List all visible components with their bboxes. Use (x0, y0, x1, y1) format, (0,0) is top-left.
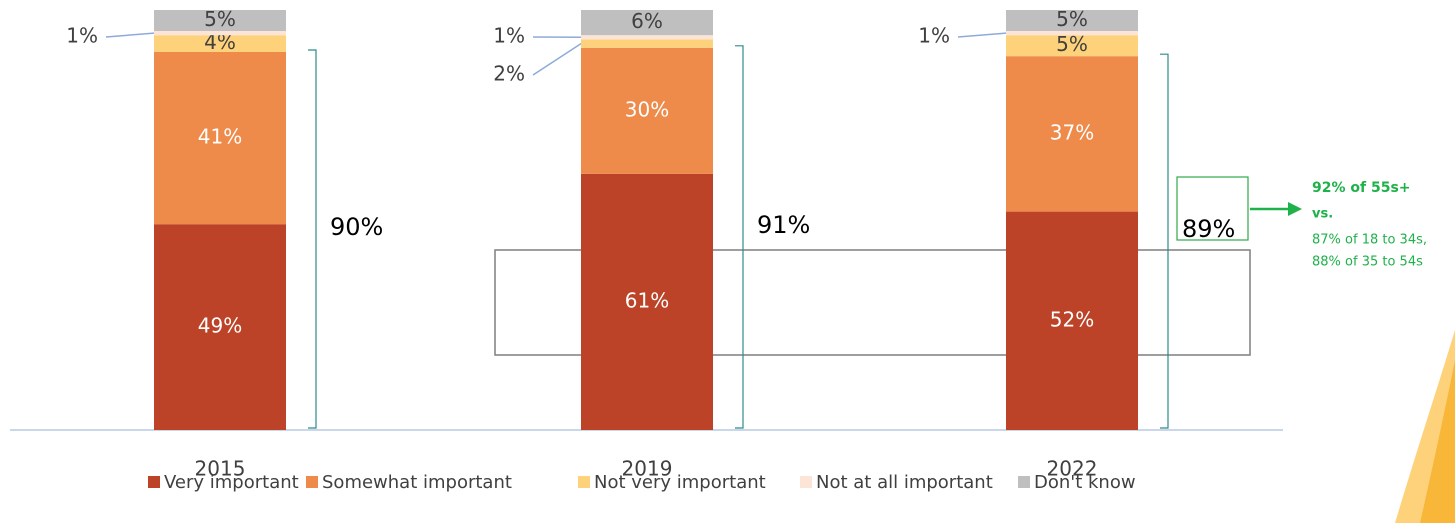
x-tick-label: 2015 (195, 457, 246, 481)
bar-segment (154, 10, 286, 31)
bar-segment (154, 31, 286, 36)
legend-swatch (800, 476, 812, 488)
callout-headline: 92% of 55s+ (1312, 180, 1411, 196)
callout-box (1176, 176, 1249, 241)
data-label: 41% (198, 125, 242, 149)
callout-arrow-head (1288, 202, 1302, 216)
data-label: 1% (918, 24, 950, 48)
data-label: 6% (631, 9, 663, 33)
leader-line (957, 32, 1007, 38)
bar-segment (1006, 10, 1138, 31)
bracket (1160, 53, 1169, 429)
leader-line (532, 42, 582, 76)
legend-label: Not at all important (816, 472, 993, 493)
data-label: 37% (1050, 120, 1094, 144)
legend-label: Very important (164, 472, 299, 493)
legend-swatch (148, 476, 160, 488)
bar-segment (154, 35, 286, 52)
bracket (735, 45, 744, 429)
legend-swatch (1018, 476, 1030, 488)
legend-swatch (306, 476, 318, 488)
data-label: 5% (1056, 7, 1088, 31)
legend-label: Don't know (1034, 472, 1136, 493)
callout-vs: vs. (1312, 207, 1333, 222)
bracket-label: 90% (330, 213, 383, 241)
bracket-label: 91% (757, 211, 810, 239)
data-label: 2% (493, 62, 525, 86)
bar-segment (581, 39, 713, 48)
bar-segment (154, 224, 286, 430)
bracket-label: 89% (1182, 215, 1235, 243)
data-label: 61% (625, 288, 669, 312)
legend-label: Somewhat important (322, 472, 512, 493)
data-label: 1% (66, 24, 98, 48)
data-label: 5% (204, 7, 236, 31)
callout-line: 87% of 18 to 34s, (1312, 233, 1427, 248)
bar-segment (581, 47, 713, 174)
x-tick-label: 2019 (622, 457, 673, 481)
bar-segment (1006, 31, 1138, 36)
legend-swatch (578, 476, 590, 488)
data-label: 49% (198, 314, 242, 338)
bracket (308, 49, 317, 429)
highlight-box (494, 249, 1251, 356)
x-tick-label: 2022 (1047, 457, 1098, 481)
data-label: 5% (1056, 32, 1088, 56)
bar-segment (1006, 56, 1138, 212)
leader-line (105, 32, 155, 38)
bar-segment (1006, 211, 1138, 430)
legend-label: Not very important (594, 472, 766, 493)
data-label: 52% (1050, 307, 1094, 331)
bar-segment (154, 52, 286, 225)
decoration (1420, 360, 1455, 523)
bar-segment (581, 35, 713, 40)
bar-segment (581, 10, 713, 36)
data-label: 1% (493, 24, 525, 48)
data-label: 30% (625, 97, 669, 121)
bar-segment (1006, 35, 1138, 57)
callout-line: 88% of 35 to 54s (1312, 255, 1423, 270)
bar-segment (581, 173, 713, 431)
